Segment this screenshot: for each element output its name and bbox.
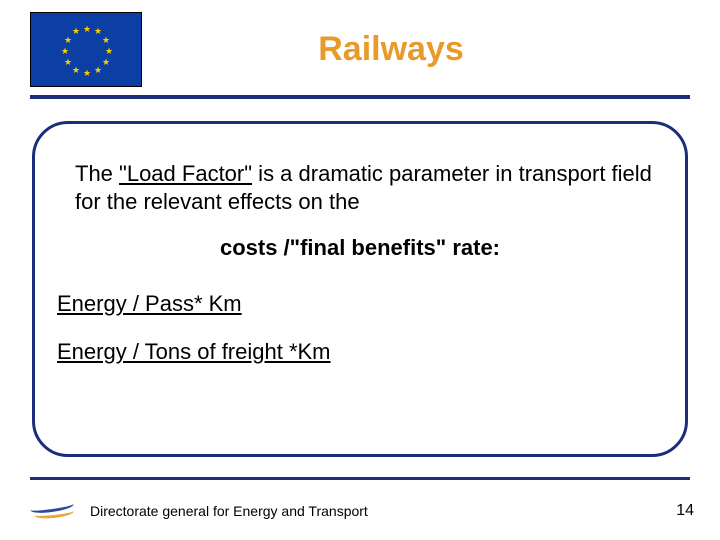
para-pre: The	[75, 161, 119, 186]
footer-text: Directorate general for Energy and Trans…	[90, 503, 368, 519]
eu-flag-icon: ★★★★★★★★★★★★	[30, 12, 142, 87]
para-underlined: "Load Factor"	[119, 161, 252, 186]
footer-logo-icon	[30, 500, 76, 522]
footer: Directorate general for Energy and Trans…	[0, 500, 720, 522]
metric-link-2: Energy / Tons of freight *Km	[57, 339, 663, 365]
paragraph-main: The "Load Factor" is a dramatic paramete…	[57, 160, 663, 215]
metric-link-1: Energy / Pass* Km	[57, 291, 663, 317]
divider-bottom	[30, 477, 690, 480]
page-number: 14	[676, 502, 694, 520]
divider-top	[30, 95, 690, 99]
page-title: Railways	[182, 30, 720, 69]
bold-line: costs /"final benefits" rate:	[57, 235, 663, 261]
content-box: The "Load Factor" is a dramatic paramete…	[32, 121, 688, 457]
